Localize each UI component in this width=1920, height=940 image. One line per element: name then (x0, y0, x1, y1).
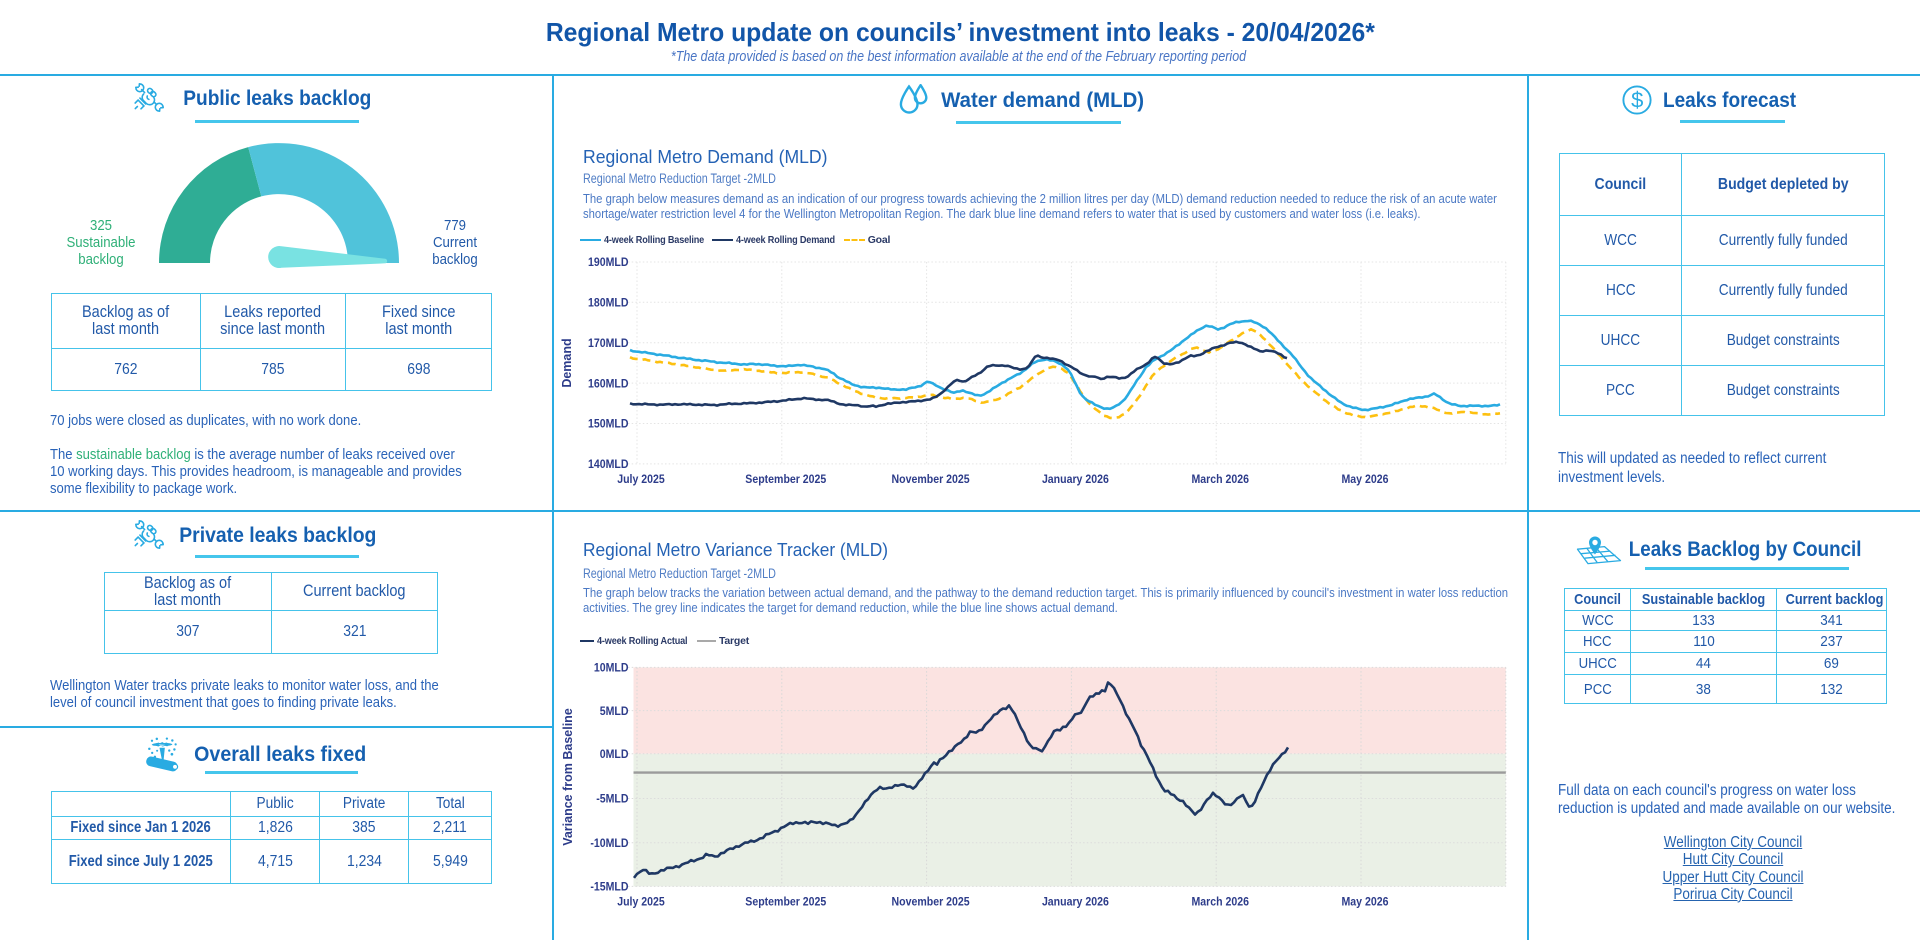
svg-text:January 2026: January 2026 (1042, 897, 1109, 909)
svg-text:Variance from Baseline: Variance from Baseline (561, 708, 575, 846)
svg-text:September 2025: September 2025 (745, 897, 827, 909)
svg-text:0MLD: 0MLD (600, 749, 629, 761)
svg-text:November 2025: November 2025 (892, 474, 971, 486)
svg-text:May 2026: May 2026 (1342, 474, 1389, 486)
svg-text:Demand: Demand (560, 338, 574, 387)
svg-text:May 2026: May 2026 (1342, 897, 1389, 909)
svg-text:March 2026: March 2026 (1191, 897, 1249, 909)
svg-text:-10MLD: -10MLD (590, 838, 628, 850)
svg-text:-5MLD: -5MLD (596, 794, 628, 806)
svg-text:March 2026: March 2026 (1191, 474, 1249, 486)
svg-text:190MLD: 190MLD (588, 257, 629, 269)
svg-text:140MLD: 140MLD (588, 459, 629, 471)
svg-text:July 2025: July 2025 (617, 474, 665, 486)
svg-text:170MLD: 170MLD (588, 338, 629, 350)
svg-text:July 2025: July 2025 (617, 897, 665, 909)
svg-text:-15MLD: -15MLD (590, 882, 628, 894)
svg-text:$: $ (1631, 88, 1643, 113)
svg-text:November 2025: November 2025 (892, 897, 971, 909)
svg-text:5MLD: 5MLD (600, 706, 629, 718)
svg-text:January 2026: January 2026 (1042, 474, 1109, 486)
svg-text:10MLD: 10MLD (594, 663, 629, 675)
svg-text:150MLD: 150MLD (588, 419, 629, 431)
svg-text:September 2025: September 2025 (745, 474, 827, 486)
svg-text:180MLD: 180MLD (588, 298, 629, 310)
svg-text:160MLD: 160MLD (588, 378, 629, 390)
